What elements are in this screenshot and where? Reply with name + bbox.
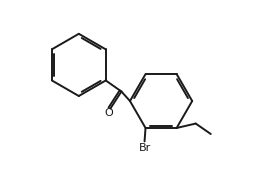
- Text: O: O: [104, 108, 113, 118]
- Text: Br: Br: [138, 143, 151, 153]
